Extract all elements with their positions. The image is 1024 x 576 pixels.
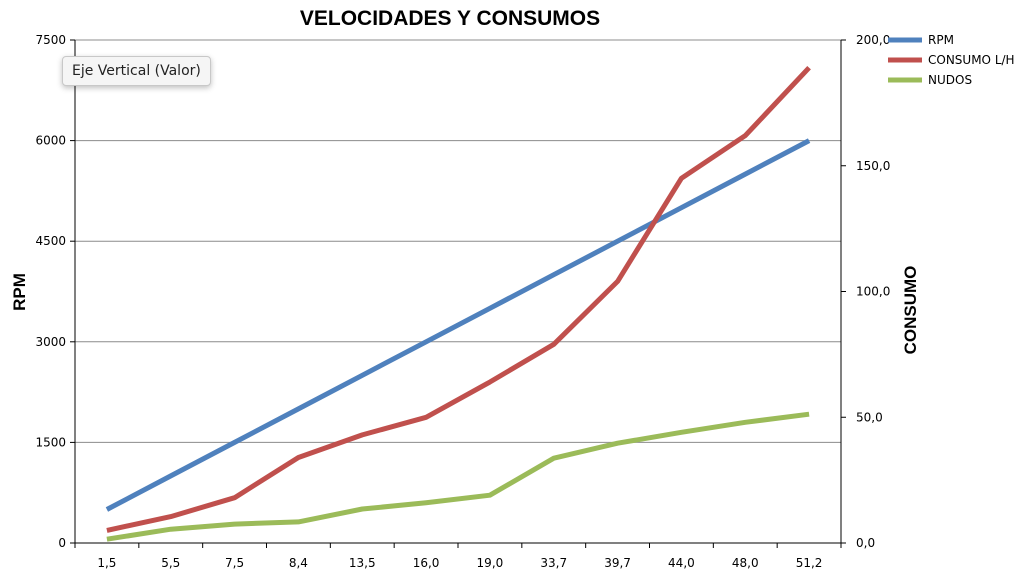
series-line-consumo-l-h <box>106 65 811 533</box>
x-tick-label: 13,5 <box>349 556 376 570</box>
legend-label-consumo-l-h: CONSUMO L/H <box>928 53 1015 67</box>
y-tick-label: 0 <box>58 536 66 550</box>
legend: RPM CONSUMO L/H NUDOS <box>888 33 1015 87</box>
y-axis-ticks: 0 1500 3000 4500 6000 7500 <box>35 33 75 550</box>
x-tick-label: 39,7 <box>604 556 631 570</box>
legend-label-nudos: NUDOS <box>928 73 972 87</box>
chart-title: VELOCIDADES Y CONSUMOS <box>300 7 600 30</box>
y-tick-label: 1500 <box>35 435 66 449</box>
series-line-nudos <box>106 411 810 542</box>
x-tick-label: 33,7 <box>540 556 567 570</box>
y2-tick-label: 0,0 <box>856 536 875 550</box>
x-axis-ticks: 1,5 5,5 7,5 8,4 13,5 16,0 19,0 33,7 39,7 44,0 48,0… <box>74 543 842 570</box>
series-lines <box>105 65 811 542</box>
y2-tick-label: 100,0 <box>856 285 890 299</box>
x-tick-label: 19,0 <box>477 556 504 570</box>
y2-tick-label: 200,0 <box>856 33 890 47</box>
y-axis-label: RPM <box>10 273 29 311</box>
y-tick-label: 3000 <box>35 335 66 349</box>
y-tick-label: 4500 <box>35 234 66 248</box>
legend-label-rpm: RPM <box>928 33 954 47</box>
x-tick-label: 1,5 <box>97 556 116 570</box>
axis-tooltip: Eje Vertical (Valor) <box>62 56 211 86</box>
x-tick-label: 51,2 <box>796 556 823 570</box>
x-tick-label: 44,0 <box>668 556 695 570</box>
x-tick-label: 7,5 <box>225 556 244 570</box>
x-tick-label: 8,4 <box>289 556 308 570</box>
y2-axis-label: CONSUMO <box>901 266 920 355</box>
y2-tick-label: 50,0 <box>856 410 883 424</box>
series-line-rpm <box>105 138 811 512</box>
y2-axis-ticks: 0,0 50,0 100,0 150,0 200,0 <box>841 33 890 550</box>
gridlines <box>75 39 841 443</box>
y-tick-label: 7500 <box>35 33 66 47</box>
x-tick-label: 5,5 <box>161 556 180 570</box>
x-tick-label: 48,0 <box>732 556 759 570</box>
x-tick-label: 16,0 <box>413 556 440 570</box>
y-tick-label: 6000 <box>35 134 66 148</box>
y2-tick-label: 150,0 <box>856 159 890 173</box>
